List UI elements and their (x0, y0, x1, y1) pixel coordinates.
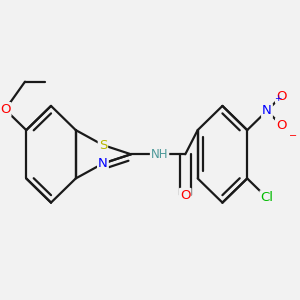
Text: NH: NH (151, 148, 168, 161)
Text: N: N (262, 104, 272, 117)
Text: O: O (276, 119, 286, 132)
Text: +: + (274, 94, 282, 103)
Text: Cl: Cl (260, 191, 274, 204)
Text: O: O (276, 90, 286, 103)
Text: O: O (0, 103, 11, 116)
Text: O: O (180, 189, 190, 202)
Text: N: N (98, 157, 108, 170)
Text: S: S (99, 139, 107, 152)
Text: −: − (289, 131, 297, 141)
